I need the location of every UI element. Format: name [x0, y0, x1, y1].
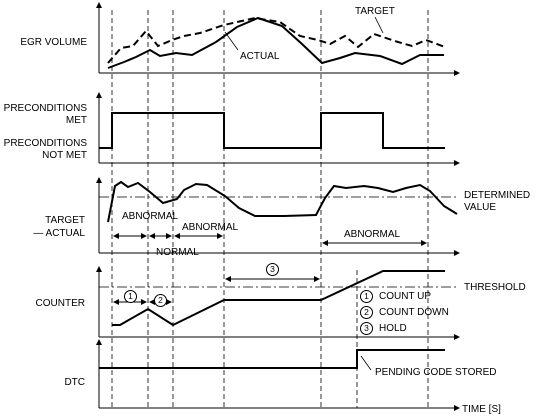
target-label: TARGET: [355, 6, 395, 17]
actual-label: ACTUAL: [240, 51, 280, 62]
actual-leader: [224, 31, 239, 51]
determined-value-label-2: VALUE: [464, 202, 497, 213]
legend-marker-3: 3: [360, 322, 373, 335]
dtc-label: DTC: [64, 377, 85, 388]
legend-hold: HOLD: [379, 323, 407, 334]
mode-marker-1: 1: [124, 290, 137, 303]
determined-value-label-1: DETERMINED: [464, 190, 531, 201]
target-actual-label-2: — ACTUAL: [33, 228, 85, 239]
counter-mode-arrows: [113, 276, 320, 305]
time-axis-label: TIME [S]: [462, 404, 501, 415]
egr-target-line: [107, 16, 446, 64]
abnormal-label-1: ABNORMAL: [122, 211, 179, 222]
legend-count-down: COUNT DOWN: [379, 307, 449, 318]
mode-marker-3: 3: [266, 263, 279, 276]
threshold-label: THRESHOLD: [464, 282, 526, 293]
normal-label: NORMAL: [156, 247, 199, 258]
interval-arrows: [113, 233, 427, 246]
pending-code-stored-label: PENDING CODE STORED: [375, 367, 497, 378]
egr-actual-line: [107, 16, 444, 69]
preconditions-not-met-label-2: NOT MET: [42, 150, 87, 161]
abnormal-label-3: ABNORMAL: [344, 229, 401, 240]
legend-marker-1: 1: [360, 290, 373, 303]
target-actual-label-1: TARGET: [45, 215, 85, 226]
preconditions-met-label-2: MET: [65, 115, 87, 126]
mode-marker-2: 2: [154, 294, 167, 307]
counter-label: COUNTER: [35, 298, 85, 309]
counter-trace: [112, 270, 445, 327]
preconditions-trace: [99, 112, 445, 149]
pending-leader: [360, 355, 372, 371]
legend-marker-2: 2: [360, 306, 373, 319]
target-leader: [374, 16, 384, 34]
dtc-trace: [99, 349, 445, 369]
egr-volume-label: EGR VOLUME: [20, 37, 87, 48]
abnormal-label-2: ABNORMAL: [182, 222, 239, 233]
preconditions-not-met-label-1: PRECONDITIONS: [3, 138, 87, 149]
panel-axes: [96, 2, 460, 411]
time-markers: [111, 10, 429, 408]
legend-count-up: COUNT UP: [379, 291, 432, 302]
target-minus-actual-trace: [107, 180, 458, 223]
preconditions-met-label-1: PRECONDITIONS: [3, 103, 87, 114]
